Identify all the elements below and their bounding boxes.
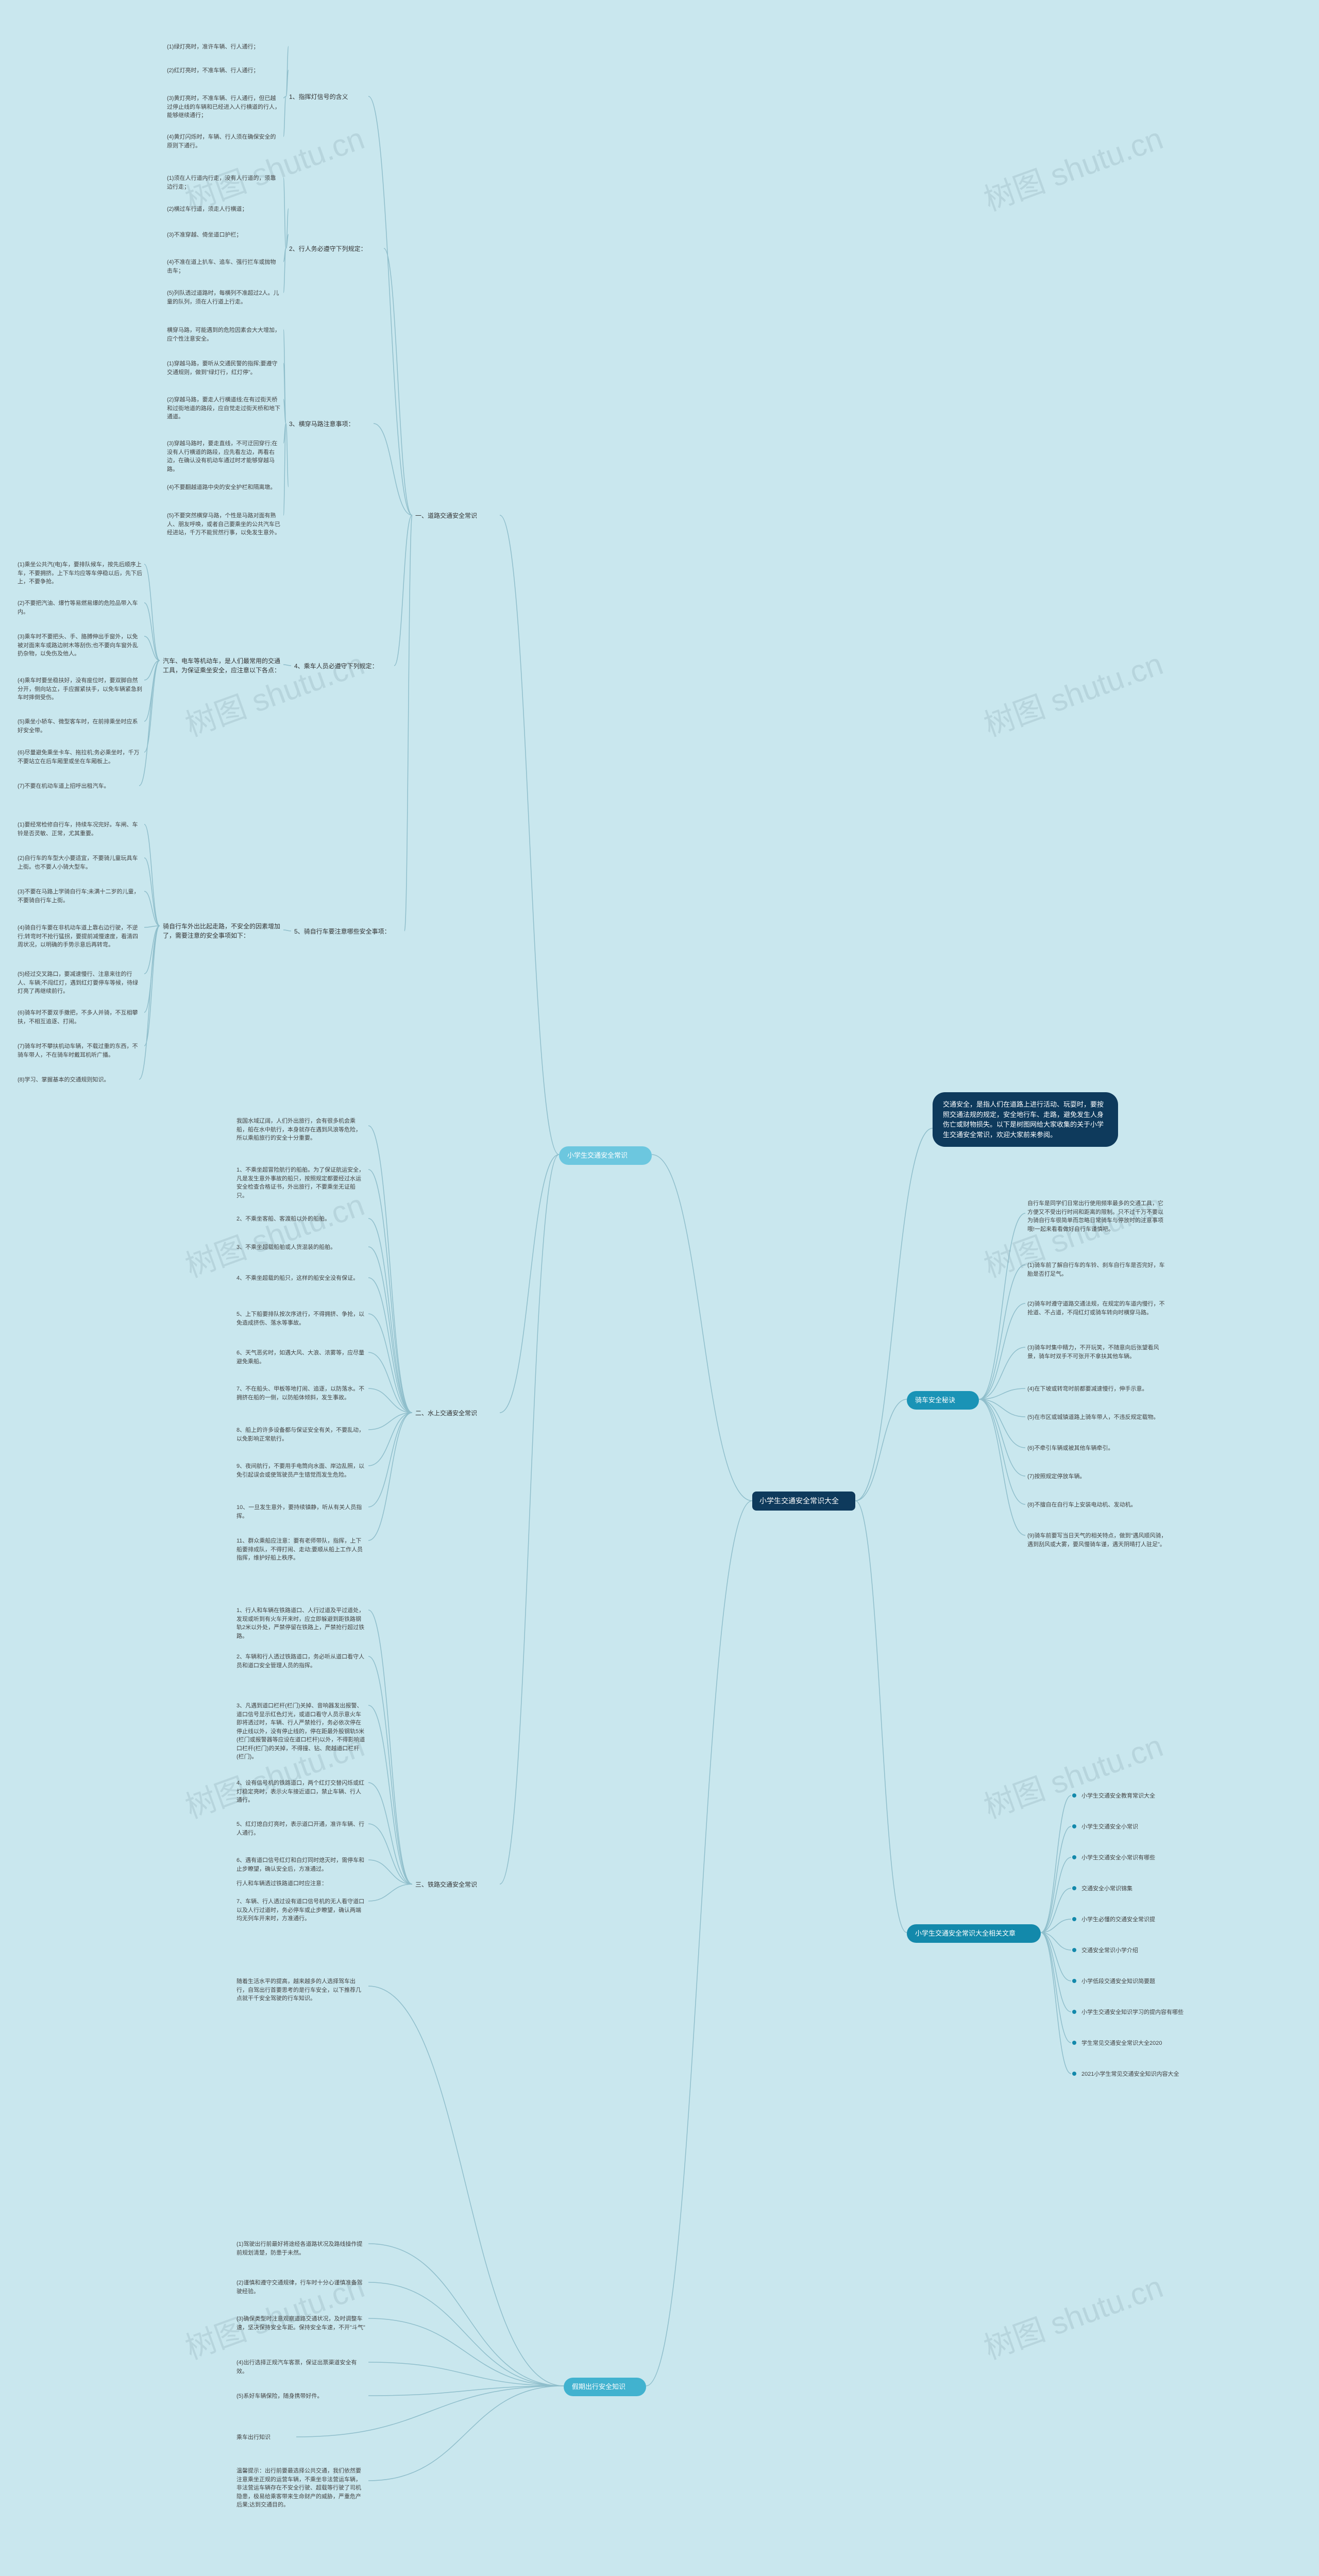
leaf: (6)骑车时不要双手撒把，不多人并骑，不互相攀扶，不相互追逐、打闹。 xyxy=(15,1007,144,1027)
leaf: (3)乘车时不要把头、手、胳膊伸出手窗外，以免被对面来车或路边树木等刮伤;也不要… xyxy=(15,631,144,660)
leaf: (8)不擅自在自行车上安装电动机、发动机。 xyxy=(1025,1499,1170,1511)
leaf: (2)自行车的车型大小要适宜，不要骑儿童玩具车上街。也不要人小骑大型车。 xyxy=(15,853,144,873)
leaf: 行人和车辆透过铁路道口时应注意： xyxy=(234,1878,368,1890)
leaf: (8)学习、掌握基本的交通规则知识。 xyxy=(15,1074,139,1086)
leaf: 5、上下船要排队按次序进行，不得拥挤、争抢，以免造成挤伤、落水等事故。 xyxy=(234,1309,368,1329)
leaf: (4)黄灯闪烁时，车辆、行人须在确保安全的原则下通行。 xyxy=(165,131,283,151)
leaf: (1)乘坐公共汽(电)车，要排队候车，按先后顺序上车，不要拥挤。上下车均应等车停… xyxy=(15,559,144,588)
leaf: (2)不要把汽油、爆竹等易燃易爆的危险品带入车内。 xyxy=(15,598,144,618)
leaf: (2)横过车行道，须走人行横道； xyxy=(165,204,289,215)
leaf: (3)确保类型时注意观察道路交通状况，及时调整车速，坚决保持安全车距。保持安全车… xyxy=(234,2313,368,2333)
leaf: 7、车辆、行人透过设有道口信号机的无人看守道口以及人行过道时，务必停车或止步瞭望… xyxy=(234,1896,368,1925)
leaf: 小学生必懂的交通安全常识提 xyxy=(1079,1914,1244,1926)
s2: 二、水上交通安全常识 xyxy=(412,1406,500,1420)
leaf: (5)列队透过道路时，每横列不准超过2人。儿童的队列，须在人行道上行走。 xyxy=(165,287,283,308)
leaf: (7)按照规定停放车辆。 xyxy=(1025,1471,1170,1483)
leaf: 8、船上的许多设备都与保证安全有关，不要乱动，以免影响正常航行。 xyxy=(234,1425,368,1445)
leaf: 2021小学生常见交通安全知识内容大全 xyxy=(1079,2069,1244,2080)
root: 小学生交通安全常识大全 xyxy=(752,1492,855,1511)
leaf: (2)谨慎和遵守交通规律，行车时十分心谨慎准备驾驶经验。 xyxy=(234,2277,368,2297)
leaf: (2)穿越马路，要走人行横道线;在有过街天桥和过街地道的路段，应自觉走过街天桥和… xyxy=(165,394,283,423)
leaf: 我国水域辽阔，人们外出旅行，会有很多机会乘船，船在水中航行，本身就存在遇到风浪等… xyxy=(234,1115,368,1144)
leaf: 小学生交通安全教育常识大全 xyxy=(1079,1790,1244,1802)
leaf: (7)骑车时不攀扶机动车辆，不载过重的东西，不骑车带人，不在骑车时戴耳机听广播。 xyxy=(15,1041,144,1061)
c4: 假期出行安全知识 xyxy=(564,2378,646,2396)
leaf: (2)红灯亮时，不准车辆、行人通行； xyxy=(165,65,289,77)
leaf: 横穿马路，可能遇到的危险因素会大大增加，应个性注意安全。 xyxy=(165,325,283,345)
leaf: 2、车辆和行人透过铁路道口，务必听从道口看守人员和道口安全管理人员的指挥。 xyxy=(234,1651,368,1671)
leaf: (5)经过交叉路口，要减速慢行、注意来往的行人、车辆;不闯红灯，遇到红灯要停车等… xyxy=(15,969,144,997)
leaf: 学生常见交通安全常识大全2020 xyxy=(1079,2038,1244,2049)
leaf: (5)在市区或城镇道路上骑车带人，不违反规定载物。 xyxy=(1025,1412,1170,1423)
c1: 小学生交通安全常识 xyxy=(559,1146,652,1165)
leaf: (3)骑车时集中精力，不开玩笑，不随意向后张望看风景，骑车时双手不可张开不拿扶其… xyxy=(1025,1342,1170,1362)
leaf: (3)黄灯亮时，不准车辆、行人通行，但已越过停止线的车辆和已经进入人行横道的行人… xyxy=(165,93,283,122)
leaf: (7)不要在机动车道上招呼出租汽车。 xyxy=(15,781,139,792)
leaf: 小学生交通安全小常识 xyxy=(1079,1821,1244,1833)
leaf: (1)须在人行道内行走，没有人行道的，须靠边行走； xyxy=(165,173,283,193)
leaf: (1)穿越马路，要听从交通民警的指挥;要遵守交通规则，做到"绿灯行，红灯停"。 xyxy=(165,358,283,378)
leaf: 小学低段交通安全知识简要题 xyxy=(1079,1976,1244,1988)
leaf: (5)系好车辆保险，随身携带好件。 xyxy=(234,2391,368,2402)
watermark: 树图 shutu.cn xyxy=(977,113,1168,219)
leaf: 7、不在船头、甲板等地打闹、追逐，以防落水。不拥挤在船的一侧，以防船体倾斜，发生… xyxy=(234,1383,368,1403)
leaf: (4)不准在道上扒车、追车、强行拦车或抛物击车； xyxy=(165,257,283,277)
leaf: (4)在下坡或转弯时前都要减速慢行，伸手示意。 xyxy=(1025,1383,1170,1395)
leaf: (1)驾驶出行前最好将途经各道路状况及路线操作提前规划清楚，防患于未然。 xyxy=(234,2239,368,2259)
leaf: (4)出行选择正规汽车客票，保证出票渠道安全有效。 xyxy=(234,2357,368,2377)
leaf: (3)不要在马路上学骑自行车;未满十二岁的儿童，不要骑自行车上街。 xyxy=(15,886,144,906)
leaf: (9)骑车前要写当日天气的相关特点，做到"遇风顺风骑，遇到刮风或大雾，要风慢骑车… xyxy=(1025,1530,1170,1550)
leaf: (1)绿灯亮时，准许车辆、行人通行； xyxy=(165,41,289,53)
leaf: (1)要经常检修自行车，持续车况完好。车闸、车铃是否灵敏、正常，尤其重要。 xyxy=(15,819,144,839)
s1a: 1、指挥灯信号的含义 xyxy=(286,90,368,104)
leaf: (3)不准穿越、倚坐道口护栏； xyxy=(165,229,289,241)
leaf: 6、遇有道口信号红灯和白灯同时熄灭时，需停车和止步瞭望，确认安全后，方准通过。 xyxy=(234,1855,368,1875)
watermark: 树图 shutu.cn xyxy=(977,639,1168,745)
leaf: 随着生活水平的提高，越来越多的人选择驾车出行，自驾出行首要思考的是行车安全，以下… xyxy=(234,1976,368,2005)
leaf: 6、天气恶劣时，如遇大风、大浪、浓雾等，应尽量避免乘船。 xyxy=(234,1347,368,1367)
leaf: (6)尽量避免乘坐卡车、拖拉机;务必乘坐时，千万不要站立在后车厢里或坐在车厢板上… xyxy=(15,747,144,767)
leaf: 乘车出行知识 xyxy=(234,2432,296,2444)
s3: 三、铁路交通安全常识 xyxy=(412,1878,500,1891)
c2: 骑车安全秘诀 xyxy=(907,1391,979,1410)
leaf: (6)不牵引车辆或被其他车辆牵引。 xyxy=(1025,1443,1170,1454)
leaf: 5、红灯熄白灯亮时，表示道口开通，准许车辆、行人通行。 xyxy=(234,1819,368,1839)
leaf: 3、不乘坐超载船舶或人货混装的船舶。 xyxy=(234,1242,368,1253)
s1d2: 4、乘车人员必遵守下列规定： xyxy=(291,659,394,673)
intro: 交通安全，是指人们在道路上进行活动、玩耍时，要按照交通法规的规定，安全地行车、走… xyxy=(933,1092,1118,1147)
s1d: 汽车、电车等机动车，是人们最常用的交通工具，为保证乘坐安全，应注意以下各点： xyxy=(160,654,283,677)
s1c: 3、横穿马路注意事项： xyxy=(286,417,374,431)
leaf: 小学生交通安全小常识有哪些 xyxy=(1079,1852,1244,1864)
leaf: 自行车是同学们日常出行使用频率最多的交通工具，它方便又不受出行时间和距离的限制。… xyxy=(1025,1198,1170,1235)
leaf: 3、凡遇到道口栏杆(栏门)关掉、音响器发出报警、道口信号显示红色灯光，或道口看守… xyxy=(234,1700,368,1763)
leaf: 10、一旦发生意外，要持续镇静，听从有关人员指挥。 xyxy=(234,1502,368,1522)
leaf: 11、群众乘船应注意：要有老师带队，指挥，上下船要排成队，不得打闹、走动;要顺从… xyxy=(234,1535,368,1564)
leaf: (2)骑车时遵守道路交通法规，在规定的车道内慢行，不抢道、不占道，不闯红灯或骑车… xyxy=(1025,1298,1170,1318)
c3: 小学生交通安全常识大全相关文章 xyxy=(907,1924,1041,1943)
leaf: 交通安全常识小学介绍 xyxy=(1079,1945,1244,1957)
leaf: 小学生交通安全知识学习的提内容有哪些 xyxy=(1079,2007,1244,2019)
s1e: 骑自行车外出比起走路，不安全的因素增加了，需要注意的安全事项如下： xyxy=(160,920,283,942)
leaf: (4)骑自行车要在非机动车道上靠右边行驶，不逆行;转弯时不抢行猛拐，要提前减慢速… xyxy=(15,922,144,951)
watermark: 树图 shutu.cn xyxy=(977,2262,1168,2368)
leaf: 温馨提示：出行前要最选择公共交通，我们依然要注意乘坐正规的运营车辆，不乘坐非法营… xyxy=(234,2465,368,2511)
s1e2: 5、骑自行车要注意哪些安全事项： xyxy=(291,925,404,938)
leaf: 1、行人和车辆在铁路道口、人行过道及平过道处，发现或听到有火车开来时，应立即躲避… xyxy=(234,1605,368,1642)
leaf: (1)骑车前了解自行车的车铃、刹车自行车是否完好，车胎是否打足气。 xyxy=(1025,1260,1170,1280)
leaf: 交通安全小常识锦集 xyxy=(1079,1883,1244,1895)
leaf: 1、不乘坐超冒险航行的船舶。为了保证航运安全，凡是发生意外事故的船只，按照规定都… xyxy=(234,1164,368,1201)
leaf: 2、不乘坐客船、客渡船以外的船舶。 xyxy=(234,1213,368,1225)
leaf: (5)乘坐小轿车、微型客车时，在前排乘坐时应系好安全带。 xyxy=(15,716,144,736)
leaf: (4)乘车时要坐稳扶好，没有座位时，要双脚自然分开，侧向站立，手应握紧扶手，以免… xyxy=(15,675,144,704)
leaf: (3)穿越马路时，要走直线，不可迂回穿行;在没有人行横道的路段，应先看左边，再看… xyxy=(165,438,283,475)
leaf: (4)不要翻越道路中央的安全护栏和隔离墩。 xyxy=(165,482,289,494)
watermark: 树图 shutu.cn xyxy=(977,1721,1168,1827)
leaf: 4、不乘坐超载的船只，这样的船安全没有保证。 xyxy=(234,1273,368,1284)
s1: 一、道路交通安全常识 xyxy=(412,509,500,522)
s1b: 2、行人务必遵守下列规定： xyxy=(286,242,384,256)
leaf: 9、夜间航行，不要用手电筒向水面、岸边乱照，以免引起误会或使驾驶员产生错觉而发生… xyxy=(234,1461,368,1481)
leaf: (5)不要突然横穿马路，个性是马路对面有熟人、朋友呼唤，或者自己要乘坐的公共汽车… xyxy=(165,510,283,539)
leaf: 4、设有信号机的铁路道口，两个红灯交替闪烁或红灯稳定亮时，表示火车接近道口，禁止… xyxy=(234,1777,368,1806)
